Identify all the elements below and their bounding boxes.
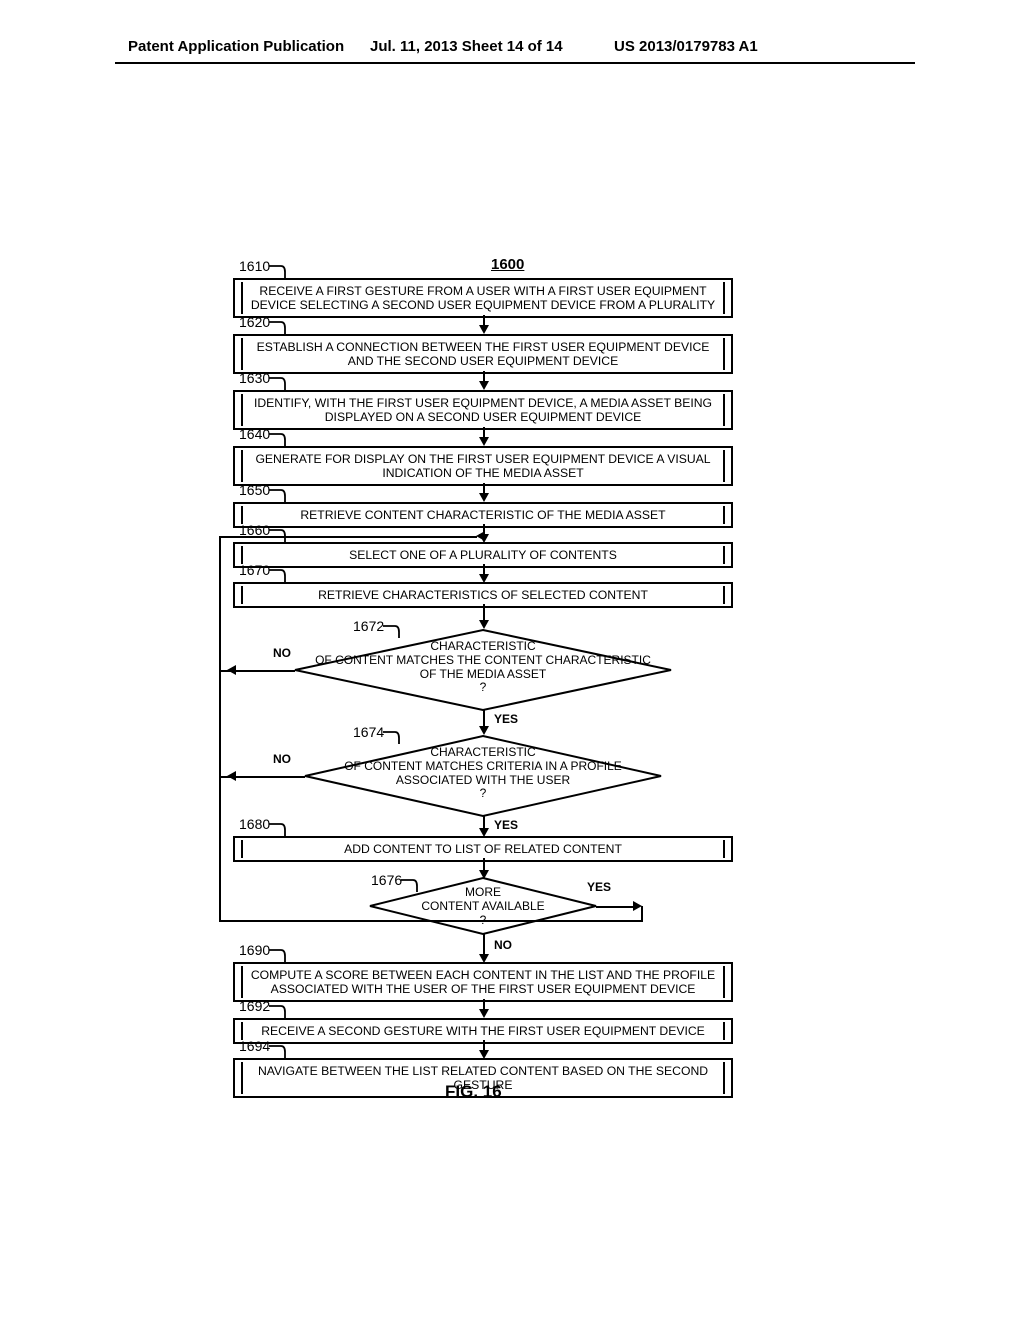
- ref-1620: 1620: [239, 314, 270, 330]
- ref-1650: 1650: [239, 482, 270, 498]
- no-1674-h: [233, 776, 305, 778]
- box-1620: ESTABLISH A CONNECTION BETWEEN THE FIRST…: [233, 334, 733, 374]
- box-1640: GENERATE FOR DISPLAY ON THE FIRST USER E…: [233, 446, 733, 486]
- hook-1640: [269, 432, 289, 450]
- hook-1630: [269, 376, 289, 394]
- d1672-line4: ?: [480, 680, 487, 694]
- label-1676-yes: YES: [587, 880, 611, 894]
- decision-1676: MORE CONTENT AVAILABLE ?: [233, 876, 733, 936]
- d1674-line3: ASSOCIATED WITH THE USER: [396, 773, 570, 787]
- label-1674-yes: YES: [494, 818, 518, 832]
- merge-1660-arrowhead: [476, 531, 485, 541]
- d1676-line1: MORE: [465, 885, 501, 899]
- ref-1670: 1670: [239, 562, 270, 578]
- box-1670-text: RETRIEVE CHARACTERISTICS OF SELECTED CON…: [318, 588, 648, 602]
- yes-1676-v: [641, 906, 643, 920]
- ref-1610: 1610: [239, 258, 270, 274]
- box-1660-text: SELECT ONE OF A PLURALITY OF CONTENTS: [349, 548, 617, 562]
- arrowhead-1674-1680: [479, 828, 489, 837]
- left-bus: [219, 536, 221, 920]
- page: Patent Application Publication Jul. 11, …: [0, 0, 1024, 1320]
- d1672-line1: CHARACTERISTIC: [430, 639, 535, 653]
- decision-1672: CHARACTERISTIC OF CONTENT MATCHES THE CO…: [233, 628, 733, 712]
- hook-1676: [401, 878, 421, 896]
- hook-1690: [269, 948, 289, 966]
- header-right: US 2013/0179783 A1: [614, 38, 758, 55]
- arrowhead-1692-1694: [479, 1050, 489, 1059]
- no-1672-h: [233, 670, 295, 672]
- ref-1640: 1640: [239, 426, 270, 442]
- hook-1694: [269, 1044, 289, 1062]
- hook-1674: [383, 730, 403, 748]
- d1672-line3: OF THE MEDIA ASSET: [420, 667, 546, 681]
- box-1650-text: RETRIEVE CONTENT CHARACTERISTIC OF THE M…: [300, 508, 665, 522]
- arrowhead-1610-1620: [479, 325, 489, 334]
- box-1640-text: GENERATE FOR DISPLAY ON THE FIRST USER E…: [255, 452, 710, 480]
- label-1672-yes: YES: [494, 712, 518, 726]
- hook-1610: [269, 264, 289, 282]
- arrowhead-1630-1640: [479, 437, 489, 446]
- no-1672-to-bus: [219, 670, 233, 672]
- d1674-line2: OF CONTENT MATCHES CRITERIA IN A PROFILE: [344, 759, 622, 773]
- d1674-line4: ?: [480, 786, 487, 800]
- arrowhead-1680-1676: [479, 870, 489, 879]
- hook-1680: [269, 822, 289, 840]
- d1672-line2: OF CONTENT MATCHES THE CONTENT CHARACTER…: [315, 653, 651, 667]
- ref-1692: 1692: [239, 998, 270, 1014]
- box-1690-text: COMPUTE A SCORE BETWEEN EACH CONTENT IN …: [251, 968, 715, 996]
- hook-1650: [269, 488, 289, 506]
- label-1676-no: NO: [494, 938, 512, 952]
- arrowhead-1670-1672: [479, 620, 489, 629]
- box-1690: COMPUTE A SCORE BETWEEN EACH CONTENT IN …: [233, 962, 733, 1002]
- arrowhead-1672-1674: [479, 726, 489, 735]
- box-1610-text: RECEIVE A FIRST GESTURE FROM A USER WITH…: [251, 284, 715, 312]
- header-mid: Jul. 11, 2013 Sheet 14 of 14: [370, 38, 563, 55]
- ref-1680: 1680: [239, 816, 270, 832]
- yes-1676-h: [596, 906, 636, 908]
- header-rule: [115, 62, 915, 64]
- box-1692-text: RECEIVE A SECOND GESTURE WITH THE FIRST …: [261, 1024, 705, 1038]
- label-1672-no: NO: [273, 646, 291, 660]
- figure-caption: FIG. 16: [445, 1082, 502, 1102]
- box-1680-text: ADD CONTENT TO LIST OF RELATED CONTENT: [344, 842, 622, 856]
- figure-ref-1600: 1600: [491, 256, 524, 273]
- bus-to-1660-h: [219, 536, 477, 538]
- arrowhead-1640-1650: [479, 493, 489, 502]
- d1676-line2: CONTENT AVAILABLE: [421, 899, 544, 913]
- hook-1672: [383, 624, 403, 642]
- box-1610: RECEIVE A FIRST GESTURE FROM A USER WITH…: [233, 278, 733, 318]
- label-1674-no: NO: [273, 752, 291, 766]
- ref-1690: 1690: [239, 942, 270, 958]
- box-1630: IDENTIFY, WITH THE FIRST USER EQUIPMENT …: [233, 390, 733, 430]
- bottom-bus-h: [219, 920, 643, 922]
- arrowhead-1690-1692: [479, 1009, 489, 1018]
- hook-1670: [269, 568, 289, 586]
- d1674-line1: CHARACTERISTIC: [430, 745, 535, 759]
- decision-1674: CHARACTERISTIC OF CONTENT MATCHES CRITER…: [233, 734, 733, 818]
- header-left: Patent Application Publication: [128, 38, 344, 55]
- ref-1694: 1694: [239, 1038, 270, 1054]
- no-1674-to-bus: [219, 776, 233, 778]
- arrow-1676-1690: [483, 934, 485, 956]
- arrowhead-1620-1630: [479, 381, 489, 390]
- arrowhead-1676-1690: [479, 954, 489, 963]
- hook-1692: [269, 1004, 289, 1022]
- arrowhead-1660-1670: [479, 574, 489, 583]
- box-1630-text: IDENTIFY, WITH THE FIRST USER EQUIPMENT …: [254, 396, 712, 424]
- ref-1630: 1630: [239, 370, 270, 386]
- box-1620-text: ESTABLISH A CONNECTION BETWEEN THE FIRST…: [257, 340, 710, 368]
- hook-1620: [269, 320, 289, 338]
